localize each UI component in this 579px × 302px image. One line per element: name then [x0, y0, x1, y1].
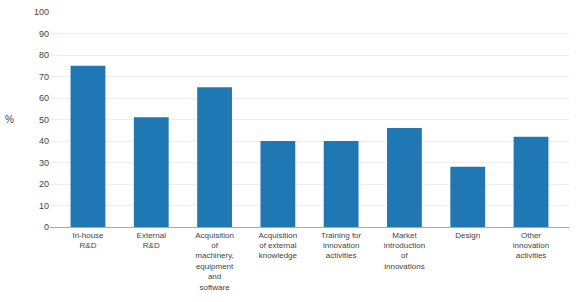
- svg-text:100: 100: [34, 7, 49, 17]
- svg-text:30: 30: [39, 158, 49, 168]
- svg-text:70: 70: [39, 72, 49, 82]
- svg-text:Acquisitionofmachinery,equipme: Acquisitionofmachinery,equipmentandsoftw…: [195, 231, 234, 292]
- svg-text:Marketintroductionofinnovation: Marketintroductionofinnovations: [384, 231, 425, 271]
- svg-text:In-houseR&D: In-houseR&D: [72, 231, 104, 250]
- svg-text:20: 20: [39, 179, 49, 189]
- svg-text:Acquisitionof externalknowledg: Acquisitionof externalknowledge: [259, 231, 298, 261]
- svg-text:ExternalR&D: ExternalR&D: [137, 231, 167, 250]
- svg-text:60: 60: [39, 93, 49, 103]
- svg-text:90: 90: [39, 29, 49, 39]
- svg-text:%: %: [5, 114, 14, 125]
- svg-text:Training forinnovationactiviti: Training forinnovationactivities: [321, 231, 362, 261]
- svg-text:80: 80: [39, 50, 49, 60]
- svg-text:Design: Design: [455, 231, 480, 240]
- svg-text:50: 50: [39, 115, 49, 125]
- svg-text:0: 0: [44, 222, 49, 232]
- svg-text:10: 10: [39, 201, 49, 211]
- svg-text:Otherinnovationactivities: Otherinnovationactivities: [513, 231, 549, 261]
- svg-text:40: 40: [39, 136, 49, 146]
